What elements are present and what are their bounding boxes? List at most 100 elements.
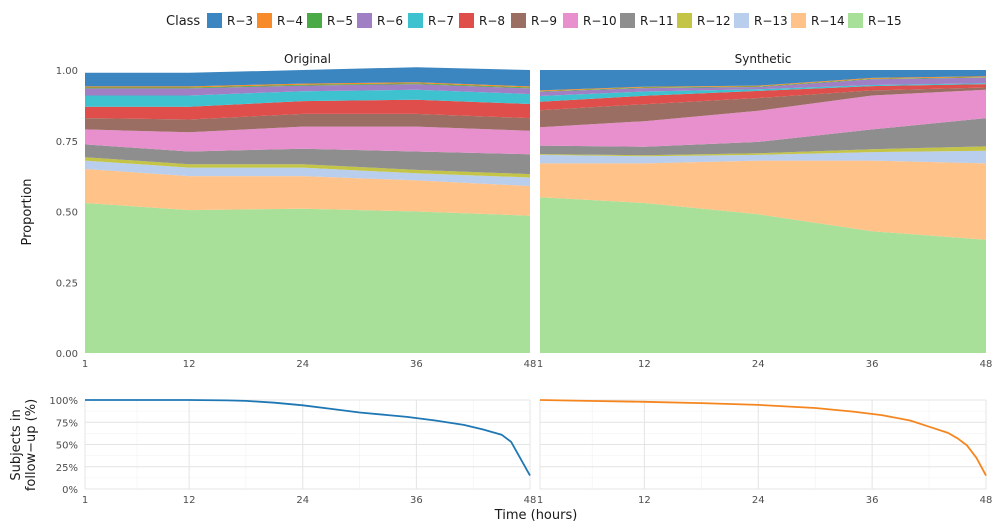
legend-label: R−12 bbox=[697, 14, 731, 28]
followup-line bbox=[539, 399, 987, 477]
legend-swatch bbox=[357, 13, 372, 28]
area-band bbox=[540, 118, 986, 156]
x-tick-label: 1 bbox=[82, 495, 88, 506]
x-axis-label: Time (hours) bbox=[494, 508, 578, 523]
followup-panel-synthetic: 1 12 24 36 48 bbox=[537, 399, 993, 506]
y-tick-label: 75% bbox=[56, 418, 78, 429]
area-band bbox=[85, 203, 530, 353]
legend-label: R−8 bbox=[479, 14, 505, 28]
area-band bbox=[85, 89, 530, 107]
legend-swatch bbox=[677, 13, 692, 28]
legend-label: R−11 bbox=[640, 14, 674, 28]
legend-entry: R−7 bbox=[408, 13, 454, 28]
legend-swatch bbox=[734, 13, 749, 28]
legend-entry: R−4 bbox=[257, 13, 303, 28]
x-tick-label: 24 bbox=[752, 495, 765, 506]
legend-swatch bbox=[791, 13, 806, 28]
legend-swatch bbox=[563, 13, 578, 28]
legend-label: R−3 bbox=[227, 14, 253, 28]
x-tick-label: 48 bbox=[980, 359, 993, 370]
legend-entry: R−15 bbox=[848, 13, 902, 28]
area-band bbox=[540, 160, 986, 240]
y-axis-label-followup-line1: Subjects in bbox=[9, 409, 24, 480]
legend-entry: R−9 bbox=[511, 13, 557, 28]
legend-swatch bbox=[511, 13, 526, 28]
legend-entry: R−5 bbox=[307, 13, 353, 28]
y-tick-label: 1.00 bbox=[56, 66, 78, 77]
legend-swatch bbox=[459, 13, 474, 28]
area-band bbox=[540, 89, 986, 147]
legend-entry: R−3 bbox=[207, 13, 253, 28]
x-tick-label: 48 bbox=[524, 495, 537, 506]
legend-title: Class bbox=[166, 14, 200, 29]
area-band bbox=[540, 150, 986, 164]
legend-swatch bbox=[207, 13, 222, 28]
area-band bbox=[540, 77, 986, 96]
y-axis-label-followup-line2: follow−up (%) bbox=[24, 399, 39, 491]
panel-title: Original bbox=[284, 52, 331, 66]
area-band bbox=[85, 126, 530, 155]
legend-entry: R−12 bbox=[677, 13, 731, 28]
x-tick-label: 24 bbox=[752, 359, 765, 370]
legend-label: R−5 bbox=[327, 14, 353, 28]
area-band bbox=[540, 70, 986, 91]
area-band bbox=[85, 169, 530, 216]
legend-label: R−4 bbox=[277, 14, 303, 28]
x-tick-label: 12 bbox=[638, 495, 651, 506]
area-band bbox=[85, 160, 530, 186]
legend-entry: R−11 bbox=[620, 13, 674, 28]
area-band bbox=[540, 84, 986, 111]
area-band bbox=[540, 146, 986, 157]
legend-label: R−9 bbox=[531, 14, 557, 28]
legend-swatch bbox=[257, 13, 272, 28]
y-axis-label-proportion: Proportion bbox=[20, 178, 35, 245]
legend-label: R−14 bbox=[811, 14, 845, 28]
followup-line bbox=[85, 399, 531, 477]
legend-entry: R−6 bbox=[357, 13, 403, 28]
legend-entry: R−14 bbox=[791, 13, 845, 28]
area-band bbox=[85, 144, 530, 175]
y-tick-label: 0.00 bbox=[56, 349, 78, 360]
area-panel-original: Original 1 12 24 36 48 0.00 0.25 0.50 0.75 1.00 bbox=[56, 52, 537, 370]
x-tick-label: 1 bbox=[537, 359, 543, 370]
x-tick-label: 36 bbox=[410, 359, 423, 370]
x-tick-label: 48 bbox=[980, 495, 993, 506]
area-band bbox=[85, 67, 530, 87]
area-band bbox=[85, 82, 530, 88]
x-tick-label: 1 bbox=[82, 359, 88, 370]
legend-label: R−13 bbox=[754, 14, 788, 28]
y-tick-label: 0.50 bbox=[56, 208, 78, 219]
area-band bbox=[540, 197, 986, 353]
legend-label: R−6 bbox=[377, 14, 403, 28]
area-band bbox=[540, 87, 986, 128]
x-tick-label: 1 bbox=[537, 495, 543, 506]
legend-entry: R−10 bbox=[563, 13, 617, 28]
legend-label: R−15 bbox=[868, 14, 902, 28]
x-tick-label: 36 bbox=[410, 495, 423, 506]
legend-entry: R−13 bbox=[734, 13, 788, 28]
panel-title: Synthetic bbox=[735, 52, 792, 66]
x-tick-label: 12 bbox=[638, 359, 651, 370]
x-tick-label: 36 bbox=[866, 359, 879, 370]
legend-swatch bbox=[620, 13, 635, 28]
legend-label: R−7 bbox=[428, 14, 454, 28]
legend-entry: R−8 bbox=[459, 13, 505, 28]
legend-label: R−10 bbox=[583, 14, 617, 28]
legend-swatch bbox=[848, 13, 863, 28]
area-band bbox=[85, 83, 530, 89]
x-tick-label: 48 bbox=[524, 359, 537, 370]
y-tick-label: 25% bbox=[56, 463, 78, 474]
area-band bbox=[85, 157, 530, 178]
y-tick-label: 100% bbox=[49, 396, 78, 407]
y-tick-label: 0.75 bbox=[56, 137, 78, 148]
legend-swatch bbox=[408, 13, 423, 28]
area-panel-synthetic: Synthetic 1 12 24 36 48 bbox=[537, 52, 993, 370]
area-band bbox=[85, 99, 530, 120]
area-band bbox=[85, 84, 530, 96]
followup-panel-original: 1 12 24 36 48 0% 25% 50% 75% 100% bbox=[49, 396, 536, 506]
area-band bbox=[540, 83, 986, 102]
legend: Class bbox=[166, 14, 200, 29]
y-tick-label: 50% bbox=[56, 441, 78, 452]
y-tick-label: 0% bbox=[62, 485, 78, 496]
